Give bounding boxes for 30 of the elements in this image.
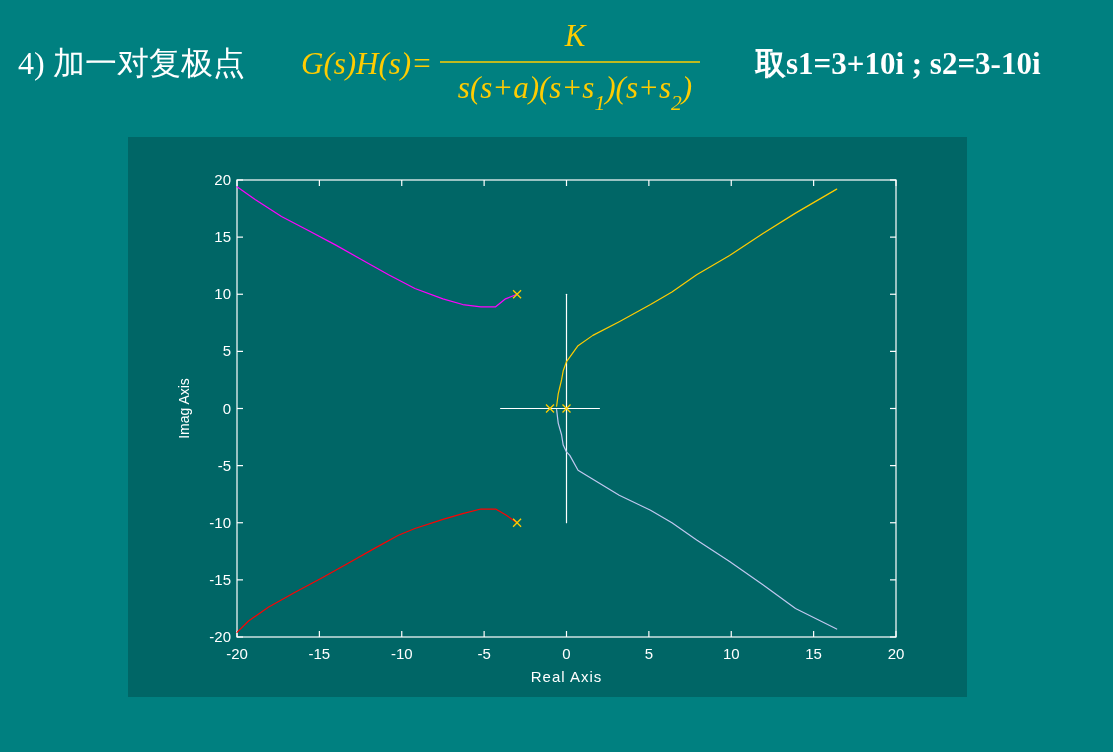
y-axis-title: Imag Axis — [176, 378, 192, 439]
point — [512, 518, 522, 528]
y-tick-label: -15 — [209, 570, 231, 588]
y-tick-label: -5 — [217, 456, 231, 474]
chart-title: 4) 加一对复极点 — [18, 45, 245, 81]
text: G(s)H(s)= — [301, 46, 433, 81]
x-tick-label: 0 — [562, 645, 571, 662]
y-tick-label: -10 — [209, 513, 231, 531]
x-axis-title: Real Axis — [530, 668, 603, 685]
x-tick-label: -5 — [477, 645, 491, 662]
line-series — [236, 186, 518, 308]
text: 取s1=3+10i ; s2=3-10i — [754, 46, 1041, 81]
y-tick-label: -20 — [209, 628, 231, 645]
x-tick-label: 15 — [805, 645, 822, 662]
point — [512, 289, 522, 299]
y-tick-label: 10 — [214, 285, 231, 303]
line-series — [556, 409, 838, 630]
line-series — [236, 508, 518, 634]
y-tick-label: 20 — [214, 171, 231, 188]
point — [561, 403, 572, 414]
y-tick-label: 0 — [222, 399, 231, 417]
text: s(s+a)(s+s$_{1}$)(s+s$_{2}$) — [457, 70, 693, 115]
y-tick-label: 15 — [214, 228, 231, 246]
y-tick-label: 5 — [222, 342, 231, 360]
x-tick-label: -15 — [308, 645, 331, 662]
x-tick-label: 20 — [887, 645, 905, 662]
x-tick-label: -10 — [390, 645, 413, 662]
text: K — [563, 18, 588, 53]
x-tick-label: 10 — [722, 645, 740, 662]
x-tick-label: 5 — [644, 645, 654, 662]
